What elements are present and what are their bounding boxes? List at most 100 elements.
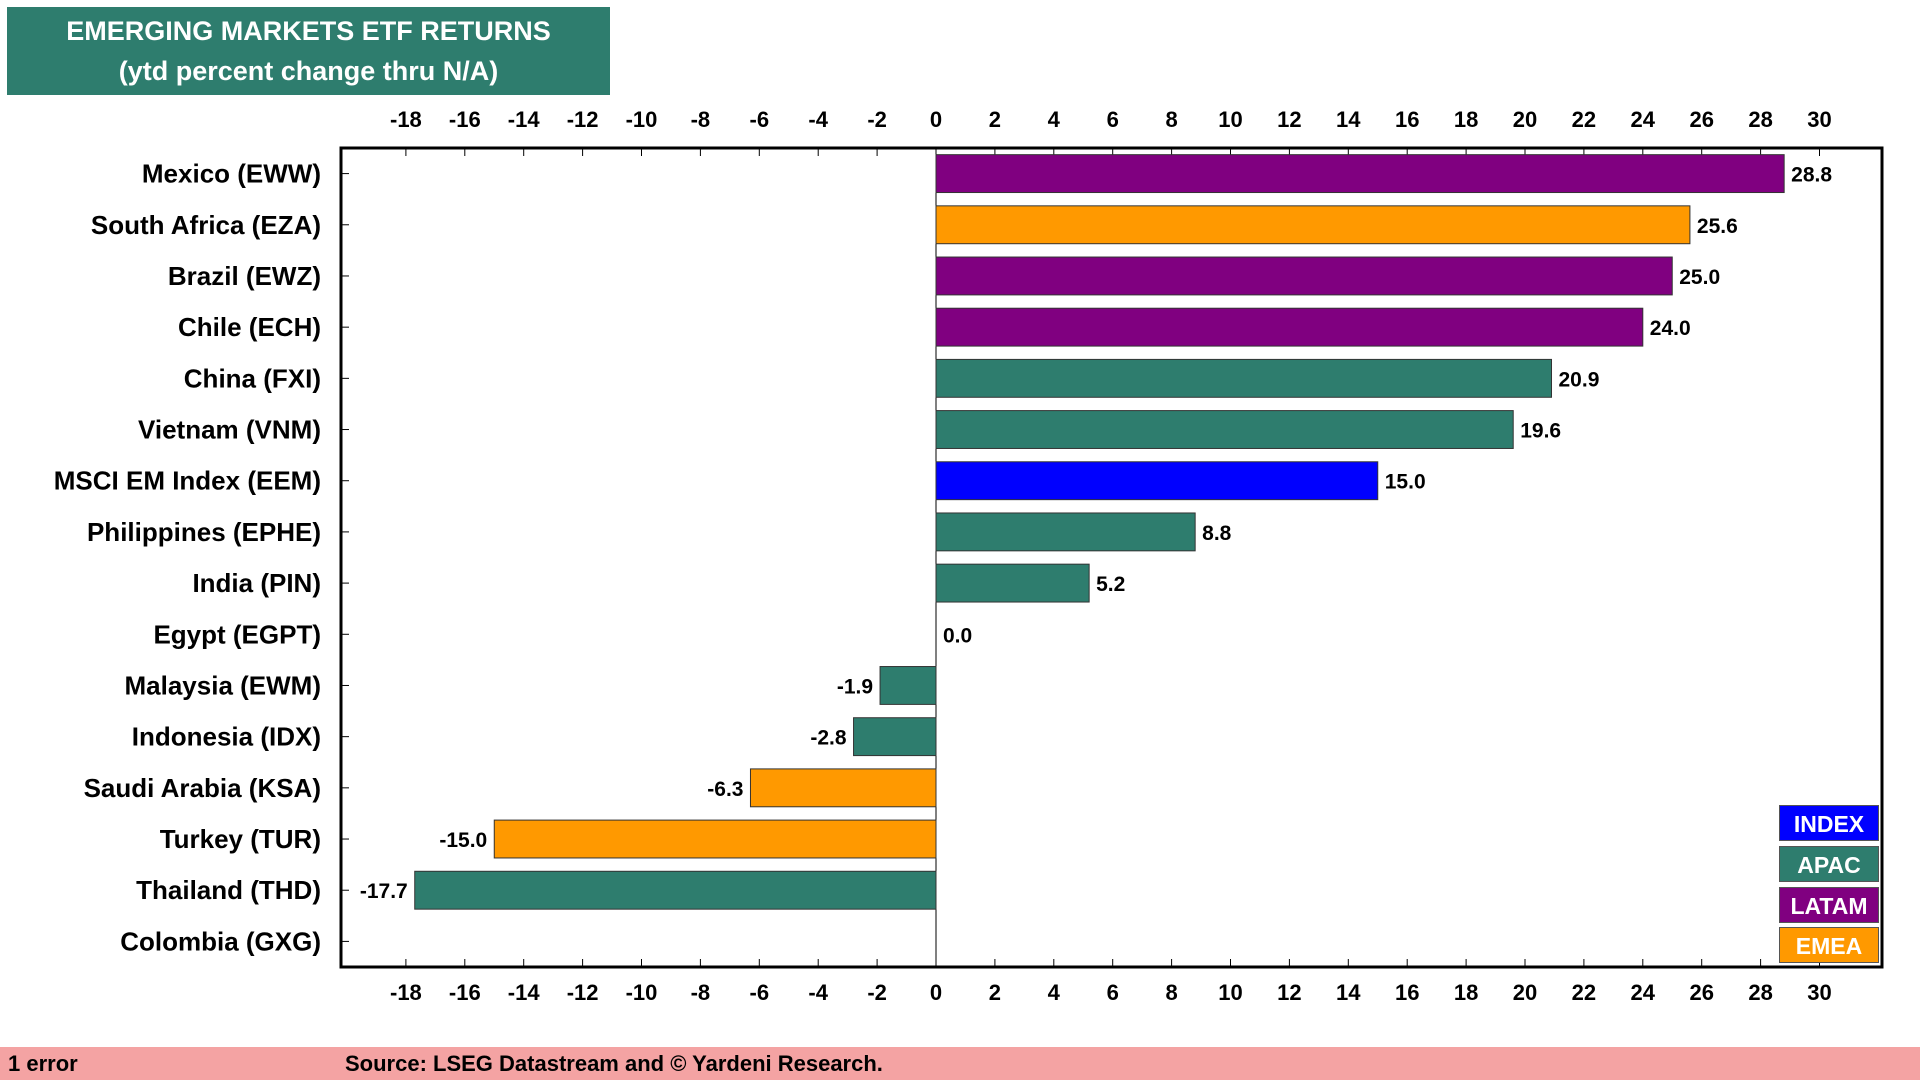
bar	[493, 819, 937, 859]
x-tick-label-bottom: 20	[1513, 980, 1537, 1005]
data-label: -15.0	[439, 829, 487, 852]
x-tick-label-bottom: -18	[390, 980, 422, 1005]
x-tick-label-top: 0	[930, 107, 942, 132]
error-status[interactable]: 1 error	[8, 1051, 78, 1076]
x-tick-label-bottom: 0	[930, 980, 942, 1005]
data-label: 28.8	[1791, 164, 1832, 187]
x-tick-label-top: 20	[1513, 107, 1537, 132]
category-label: MSCI EM Index (EEM)	[54, 466, 321, 496]
category-label: Malaysia (EWM)	[125, 670, 322, 700]
data-label: 20.9	[1559, 368, 1600, 391]
data-label: -2.8	[810, 727, 847, 750]
data-label: 19.6	[1520, 420, 1561, 443]
category-label: Egypt (EGPT)	[153, 619, 321, 649]
x-tick-label-top: 18	[1454, 107, 1478, 132]
x-tick-label-top: -2	[867, 107, 887, 132]
bar	[935, 205, 1691, 245]
category-label: Brazil (EWZ)	[168, 261, 321, 291]
legend-item-emea: EMEA	[1779, 927, 1879, 963]
bar	[935, 307, 1644, 347]
bar	[935, 358, 1553, 398]
chart-subtitle: (ytd percent change thru N/A)	[118, 56, 499, 86]
data-label: 24.0	[1650, 317, 1691, 340]
x-tick-label-top: 4	[1048, 107, 1061, 132]
chart-title: EMERGING MARKETS ETF RETURNS	[66, 16, 551, 46]
x-tick-label-bottom: 22	[1572, 980, 1596, 1005]
x-tick-label-bottom: -12	[567, 980, 599, 1005]
bar-chart: -18 -18 -16 -16 -14 -14 -12 -12 -10 -10 -8 -8 -6 -6 -4…	[54, 107, 1884, 1005]
x-tick-label-bottom: 26	[1689, 980, 1713, 1005]
x-tick-label-top: 26	[1689, 107, 1713, 132]
bar	[853, 717, 937, 757]
x-tick-label-bottom: 14	[1336, 980, 1361, 1005]
category-label: Turkey (TUR)	[160, 824, 321, 854]
bar	[749, 768, 937, 808]
category-label: South Africa (EZA)	[91, 210, 321, 240]
bar	[935, 563, 1090, 603]
category-label: Vietnam (VNM)	[138, 415, 321, 445]
x-tick-label-top: 12	[1277, 107, 1301, 132]
category-label: Mexico (EWW)	[142, 159, 321, 189]
x-tick-label-bottom: 2	[989, 980, 1001, 1005]
bar	[935, 461, 1379, 501]
data-label: -6.3	[707, 778, 743, 801]
x-tick-label-top: 16	[1395, 107, 1419, 132]
x-tick-label-bottom: 8	[1165, 980, 1177, 1005]
chart-title-box: EMERGING MARKETS ETF RETURNS (ytd percen…	[7, 7, 610, 95]
x-tick-label-top: -10	[626, 107, 658, 132]
x-tick-label-top: 22	[1572, 107, 1596, 132]
category-label: Saudi Arabia (KSA)	[84, 773, 321, 803]
x-tick-label-bottom: 12	[1277, 980, 1301, 1005]
category-label: China (FXI)	[184, 363, 321, 393]
x-tick-label-top: -16	[449, 107, 481, 132]
bar	[414, 870, 937, 910]
category-label: India (PIN)	[192, 568, 321, 598]
data-label: 25.6	[1697, 215, 1738, 238]
category-label: Chile (ECH)	[178, 312, 321, 342]
x-tick-label-top: -8	[691, 107, 711, 132]
x-tick-label-top: 14	[1336, 107, 1361, 132]
x-tick-label-bottom: -2	[867, 980, 887, 1005]
bar	[935, 410, 1514, 449]
legend-item-latam: LATAM	[1779, 887, 1879, 923]
category-label: Thailand (THD)	[136, 875, 321, 905]
x-tick-label-bottom: 4	[1048, 980, 1061, 1005]
x-tick-label-bottom: -14	[508, 980, 541, 1005]
data-label: 8.8	[1202, 522, 1232, 545]
x-tick-label-top: 8	[1165, 107, 1177, 132]
x-tick-label-bottom: 18	[1454, 980, 1478, 1005]
x-tick-label-bottom: 24	[1631, 980, 1656, 1005]
x-tick-label-bottom: 16	[1395, 980, 1419, 1005]
x-tick-label-bottom: 10	[1218, 980, 1242, 1005]
bar	[935, 154, 1785, 194]
legend-item-apac: APAC	[1779, 846, 1879, 882]
data-label: -1.9	[837, 675, 873, 698]
x-tick-label-bottom: -16	[449, 980, 481, 1005]
footer-bar: 1 error Source: LSEG Datastream and © Ya…	[0, 1047, 1920, 1080]
category-label: Indonesia (IDX)	[132, 722, 321, 752]
data-label: 5.2	[1096, 573, 1125, 596]
x-tick-label-bottom: 28	[1748, 980, 1772, 1005]
x-tick-label-bottom: -10	[626, 980, 658, 1005]
bar	[935, 256, 1673, 296]
category-label: Philippines (EPHE)	[87, 517, 321, 547]
data-label: -17.7	[360, 880, 408, 903]
x-tick-label-top: -18	[390, 107, 422, 132]
data-label: 0.0	[943, 624, 972, 647]
bar	[879, 666, 937, 705]
x-tick-label-bottom: -4	[808, 980, 828, 1005]
x-tick-label-top: 28	[1748, 107, 1772, 132]
x-tick-label-bottom: -8	[691, 980, 711, 1005]
x-tick-label-top: 30	[1807, 107, 1831, 132]
category-label: Colombia (GXG)	[120, 926, 321, 956]
x-tick-label-top: 2	[989, 107, 1001, 132]
x-tick-label-top: -14	[508, 107, 541, 132]
source-note: Source: LSEG Datastream and © Yardeni Re…	[345, 1051, 883, 1076]
x-tick-label-top: -4	[808, 107, 828, 132]
x-tick-label-top: 10	[1218, 107, 1242, 132]
x-tick-label-bottom: 30	[1807, 980, 1831, 1005]
x-tick-label-top: -6	[750, 107, 770, 132]
x-tick-label-bottom: -6	[750, 980, 770, 1005]
data-label: 15.0	[1385, 471, 1426, 494]
legend-item-index: INDEX	[1779, 805, 1879, 841]
